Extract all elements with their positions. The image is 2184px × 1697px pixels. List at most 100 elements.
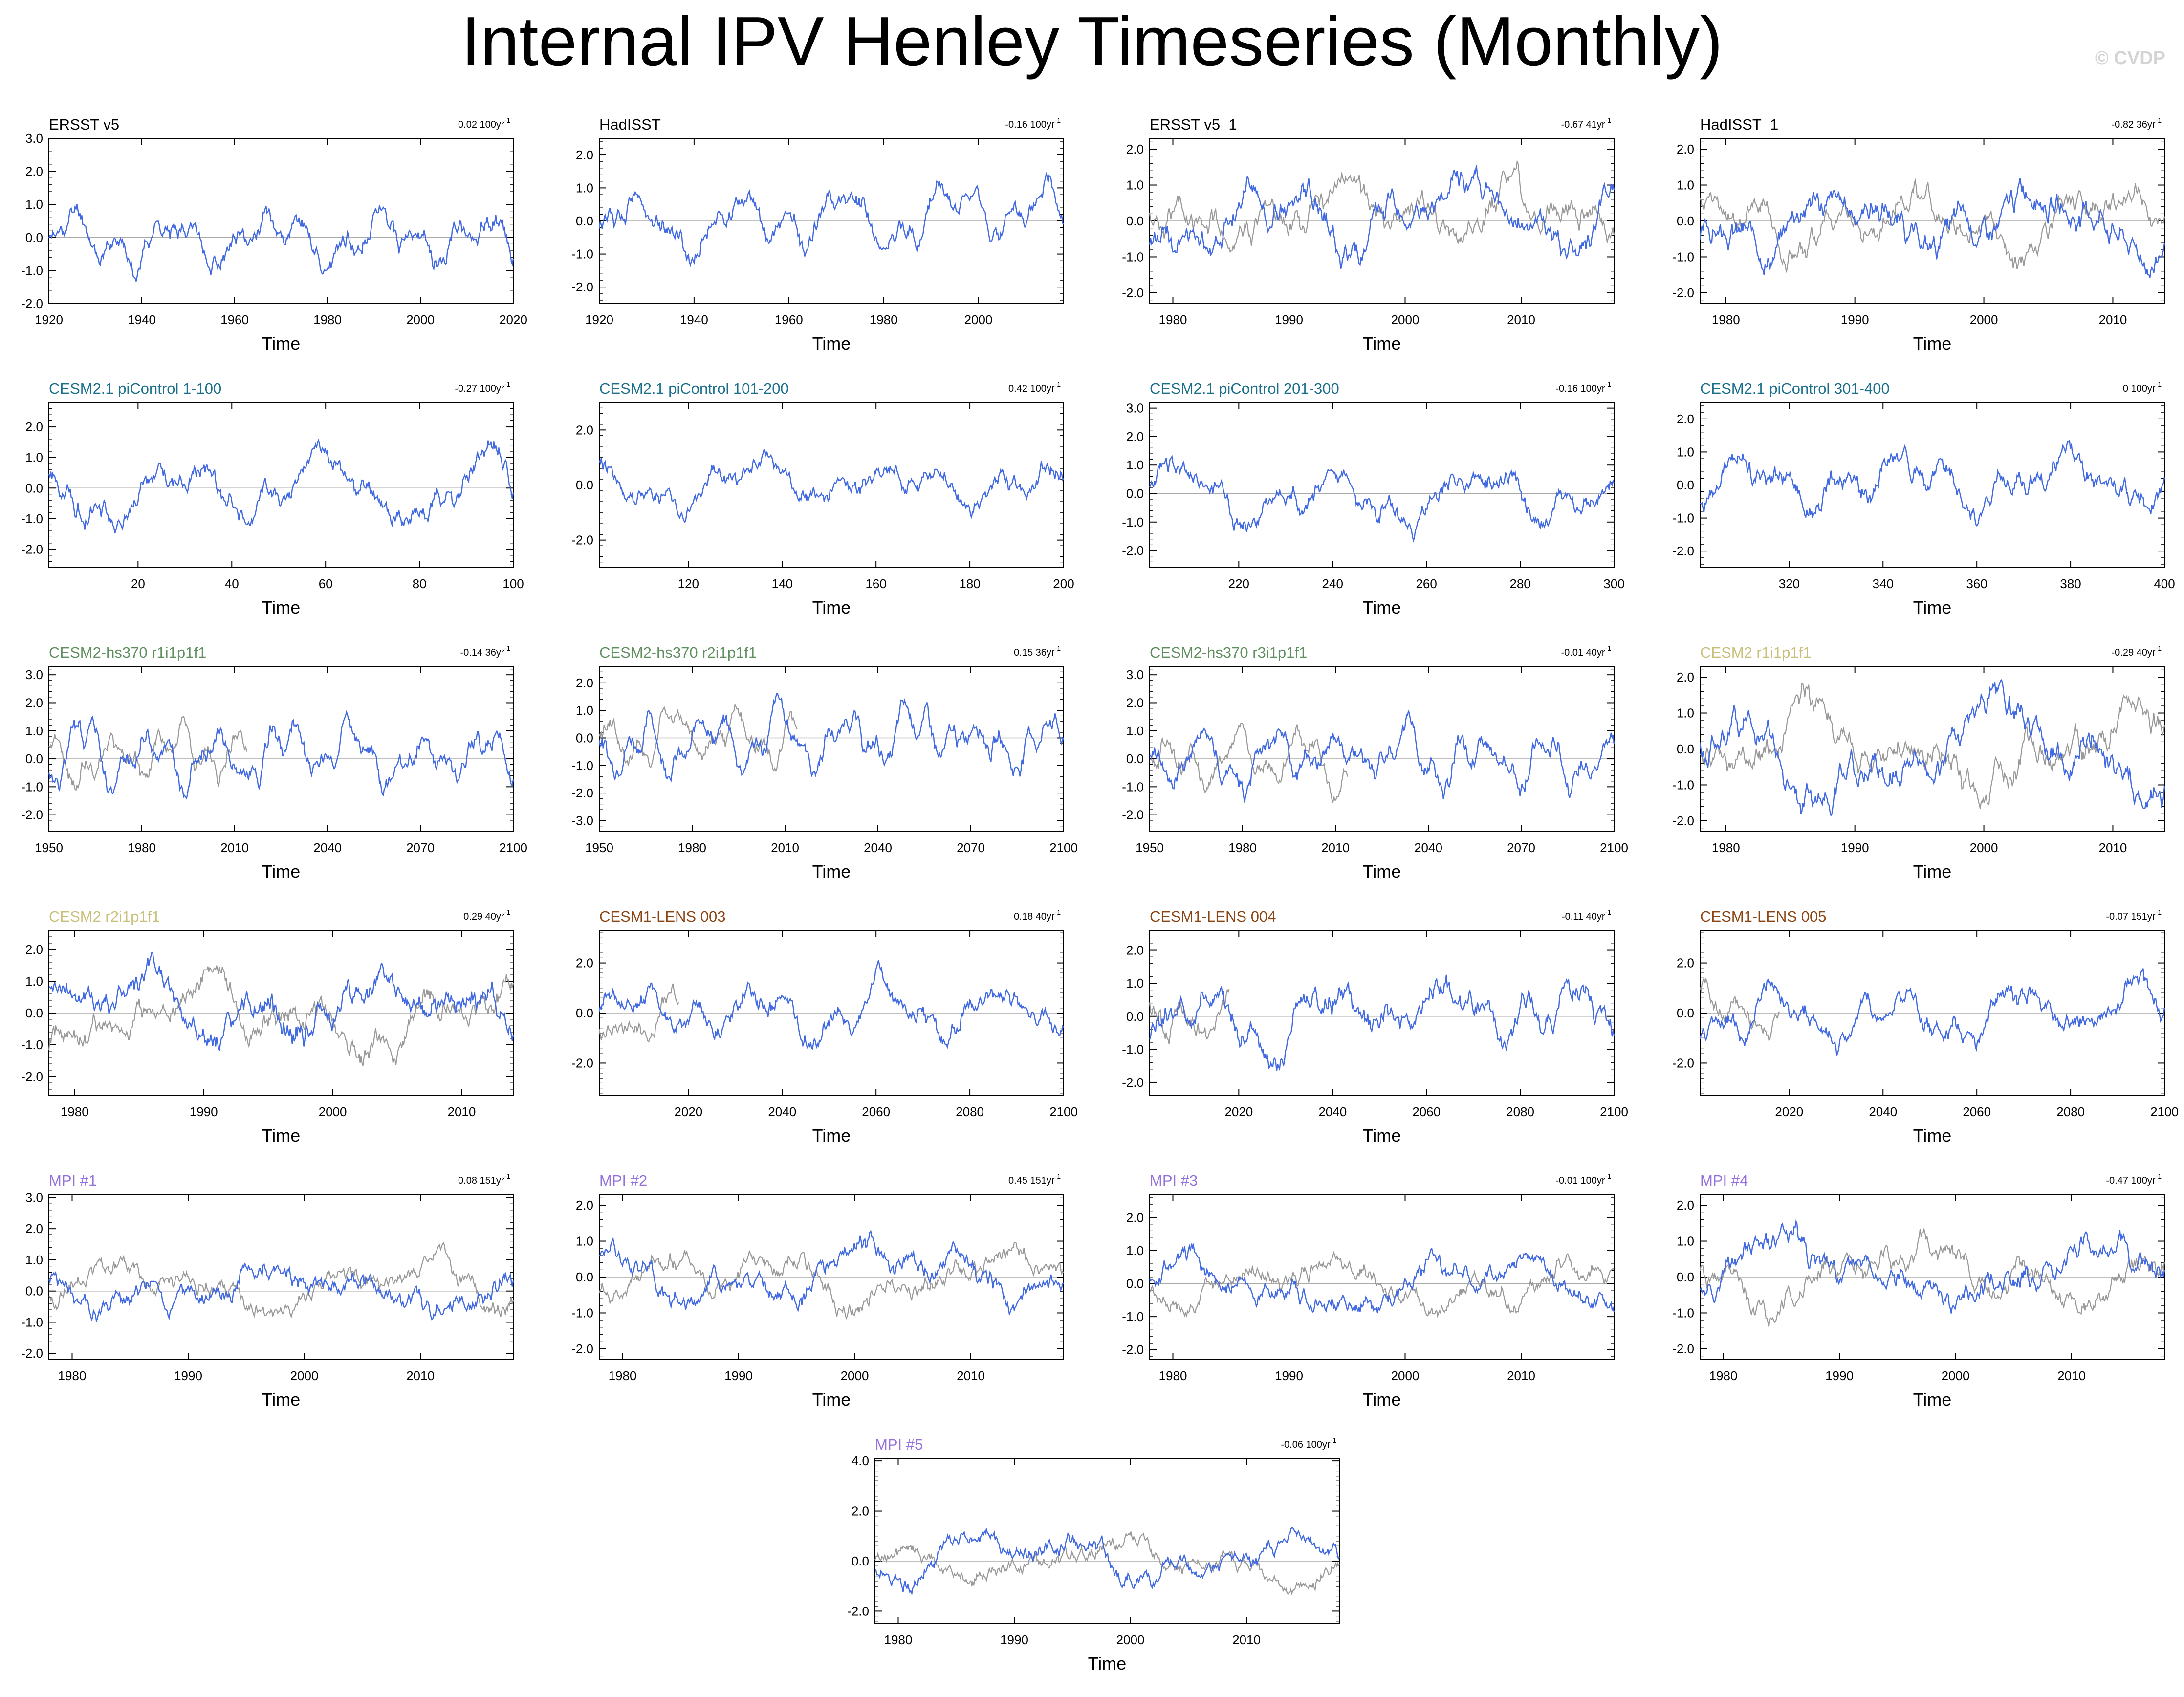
plot-frame [1149, 930, 1615, 1096]
panel-10: CESM2-hs370 r2i1p1f1 0.15 36yr-1 2.0 1.0 0.0… [571, 644, 1078, 882]
y-tick-label: 1.0 [25, 1253, 43, 1267]
x-tick-label: 2040 [1318, 1104, 1347, 1119]
x-tick-label: 2000 [1942, 1368, 1970, 1383]
y-tick-label: 0.0 [25, 751, 43, 766]
y-tick-label: 1.0 [1677, 1234, 1694, 1249]
x-tick-label: 220 [1228, 576, 1249, 591]
y-tick-label: 2.0 [1126, 1210, 1144, 1225]
x-tick-label: 2000 [841, 1368, 869, 1383]
y-tick-label: -1.0 [1672, 777, 1694, 792]
panel-19: MPI #3 -0.01 100yr-1 2.0 1.0 0.0 -1.0 -2.0 1980… [1122, 1172, 1615, 1410]
x-tick-label: 2100 [499, 840, 527, 855]
x-axis-label: Time [812, 1389, 851, 1410]
y-tick-label: 2.0 [25, 942, 43, 957]
y-tick-label: -1.0 [21, 263, 43, 278]
y-tick-label: -2.0 [1122, 543, 1144, 558]
x-axis-label: Time [1913, 861, 1952, 882]
ipv-series-line [1149, 454, 1615, 543]
y-tick-label: 2.0 [576, 676, 593, 690]
x-axis-label: Time [1363, 333, 1401, 353]
y-tick-label: -2.0 [1122, 1075, 1144, 1090]
panel-title: CESM2 r1i1p1f1 [1700, 644, 1811, 661]
ipv-series-line [1149, 710, 1615, 803]
y-tick-label: -1.0 [1672, 249, 1694, 264]
y-tick-label: 0.0 [852, 1554, 869, 1568]
y-tick-label: 0.0 [576, 730, 593, 745]
panel-14: CESM1-LENS 003 0.18 40yr-1 2.0 0.0 -2.0 2020 2… [571, 908, 1078, 1146]
x-tick-label: 1980 [1709, 1368, 1738, 1383]
y-tick-label: 2.0 [1126, 142, 1144, 156]
y-tick-label: 2.0 [852, 1504, 869, 1519]
x-tick-label: 2020 [499, 312, 527, 327]
panel-5: CESM2.1 piControl 1-100 -0.27 100yr-1 2.0 1… [21, 380, 524, 617]
x-tick-label: 2080 [1506, 1104, 1534, 1119]
trend-label: 0.42 100yr-1 [1008, 380, 1061, 394]
x-axis-label: Time [1913, 1125, 1952, 1146]
x-tick-label: 1950 [1136, 840, 1164, 855]
y-tick-label: 2.0 [1677, 670, 1694, 684]
panel-title: CESM2-hs370 r3i1p1f1 [1150, 644, 1307, 661]
trend-label: 0.02 100yr-1 [458, 116, 510, 130]
y-tick-label: -2.0 [21, 542, 43, 556]
y-tick-label: 0.0 [25, 1284, 43, 1299]
ipv-series-line [1149, 165, 1615, 269]
y-tick-label: 3.0 [25, 131, 43, 146]
y-tick-label: -2.0 [21, 1069, 43, 1084]
panel-title: CESM1-LENS 004 [1150, 908, 1276, 925]
x-tick-label: 80 [413, 576, 427, 591]
x-tick-label: 160 [865, 576, 886, 591]
y-tick-label: 0.0 [1677, 742, 1694, 756]
x-tick-label: 2010 [2099, 840, 2127, 855]
trend-label: -0.27 100yr-1 [455, 380, 510, 394]
y-tick-label: -3.0 [571, 813, 593, 828]
y-tick-label: 1.0 [1126, 458, 1144, 472]
observed-series-line [874, 1531, 1340, 1596]
plot-frame [1149, 402, 1615, 568]
x-tick-label: 2040 [313, 840, 342, 855]
x-tick-label: 2020 [674, 1104, 702, 1119]
x-tick-label: 2080 [2056, 1104, 2085, 1119]
x-axis-label: Time [1363, 1125, 1401, 1146]
observed-series-line [1149, 1250, 1615, 1318]
x-tick-label: 1980 [58, 1368, 87, 1383]
x-tick-label: 2100 [1600, 840, 1628, 855]
x-tick-label: 400 [2154, 576, 2175, 591]
panel-9: CESM2-hs370 r1i1p1f1 -0.14 36yr-1 3.0 2.0 1.… [21, 644, 527, 882]
x-tick-label: 200 [1053, 576, 1074, 591]
y-tick-label: 0.0 [25, 481, 43, 495]
x-tick-label: 2060 [1412, 1104, 1441, 1119]
observed-series-line [48, 1242, 514, 1319]
observed-series-line [1149, 722, 1348, 803]
y-tick-label: 1.0 [1677, 178, 1694, 193]
plot-frame [48, 1194, 514, 1360]
trend-label: -0.01 40yr-1 [1561, 644, 1611, 658]
y-tick-label: -1.0 [1122, 1309, 1144, 1324]
y-tick-label: 1.0 [1126, 178, 1144, 193]
y-tick-label: -1.0 [1122, 515, 1144, 529]
panel-title: CESM2.1 piControl 201-300 [1150, 380, 1339, 397]
y-tick-label: 0.0 [1677, 478, 1694, 492]
x-tick-label: 1980 [1228, 840, 1257, 855]
x-tick-label: 2010 [2057, 1368, 2086, 1383]
x-tick-label: 2100 [1049, 1104, 1078, 1119]
y-tick-label: 2.0 [576, 148, 593, 162]
x-tick-label: 2010 [771, 840, 799, 855]
panel-title: ERSST v5_1 [1150, 116, 1237, 133]
observed-series-line [1149, 988, 1230, 1044]
y-tick-label: -2.0 [1672, 1342, 1694, 1356]
x-tick-label: 2080 [956, 1104, 984, 1119]
y-tick-label: 2.0 [25, 164, 43, 179]
x-axis-label: Time [812, 597, 851, 617]
panel-title: MPI #1 [49, 1172, 97, 1189]
x-tick-label: 1980 [61, 1104, 89, 1119]
y-tick-label: 1.0 [1126, 976, 1144, 991]
y-tick-label: 1.0 [25, 197, 43, 212]
x-tick-label: 120 [678, 576, 699, 591]
x-tick-label: 320 [1779, 576, 1800, 591]
cvdp-credit: © CVDP [2095, 48, 2165, 68]
panel-20: MPI #4 -0.47 100yr-1 2.0 1.0 0.0 -1.0 -2.0 1980… [1672, 1172, 2165, 1410]
ipv-series-line [598, 692, 1065, 783]
x-tick-label: 2000 [964, 312, 993, 327]
y-tick-label: -2.0 [571, 280, 593, 294]
y-tick-label: -2.0 [1672, 544, 1694, 558]
